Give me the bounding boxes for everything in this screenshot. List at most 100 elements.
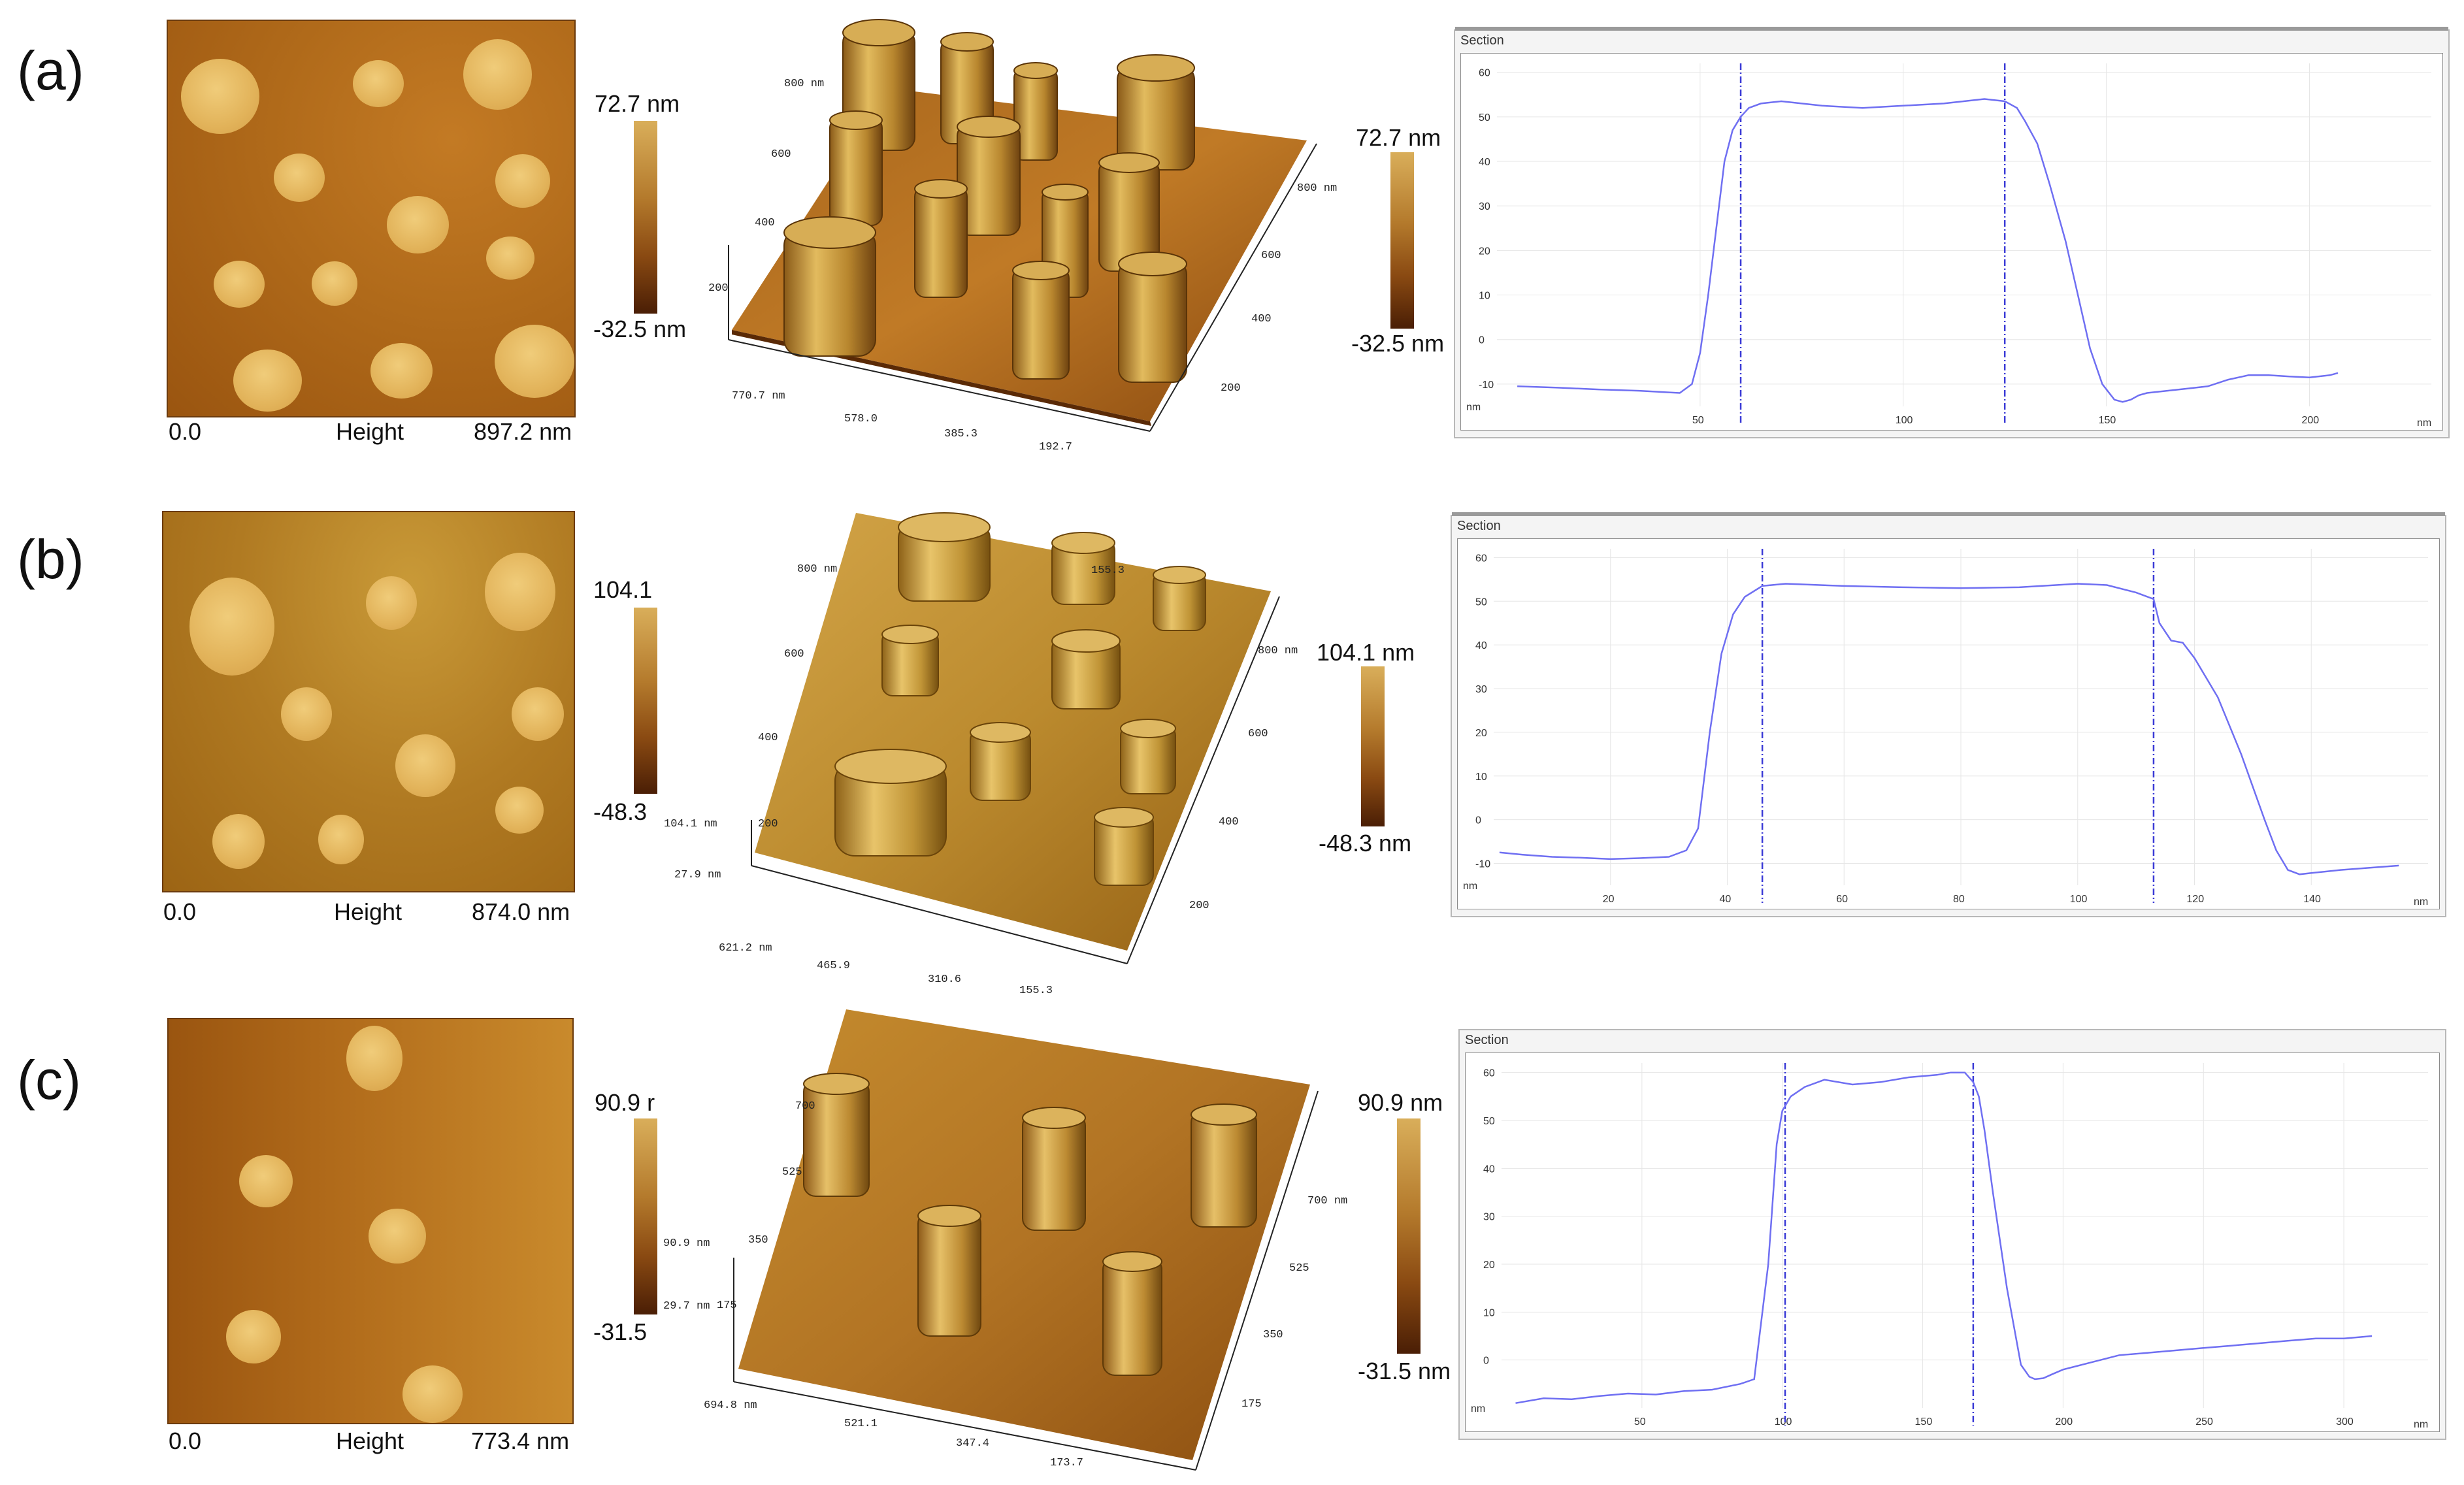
x-tick-label: 150 — [1915, 1416, 1933, 1428]
y-axis-label: nm — [1463, 881, 1477, 892]
x-axis-label: nm — [2417, 417, 2431, 429]
3d-z-tick-c-1: 29.7 nm — [663, 1300, 710, 1313]
y-tick-label: 40 — [1475, 640, 1487, 651]
y-tick-label: -10 — [1475, 859, 1490, 870]
3d-right-tick-c-0: 700 nm — [1307, 1195, 1347, 1207]
colorbar-bottom-label-a: -32.5 nm — [593, 316, 687, 342]
x-tick-label: 100 — [2070, 894, 2088, 905]
3d-y-tick-a-3: 200 — [708, 282, 729, 295]
x-tick-label: 20 — [1603, 894, 1615, 905]
y-tick-label: 50 — [1479, 112, 1490, 123]
3d-x-tick-c-3: 173.7 — [1050, 1457, 1083, 1469]
y-tick-label: 40 — [1483, 1164, 1495, 1175]
x-tick-label: 250 — [2195, 1416, 2213, 1428]
3d-right-tick-c-1: 525 — [1289, 1262, 1309, 1275]
3d-x-tick-b-0: 621.2 nm — [719, 942, 772, 955]
y-tick-label: 50 — [1475, 596, 1487, 608]
x-axis-label: nm — [2414, 896, 2428, 907]
x-tick-label: 40 — [1720, 894, 1732, 905]
3d-right-tick-a-0: 800 nm — [1297, 182, 1337, 195]
afm-mode-label-b: Height — [334, 898, 402, 925]
colorbar-right-top-label-a: 72.7 nm — [1356, 124, 1441, 151]
colorbar-right-bottom-label-a: -32.5 nm — [1351, 330, 1445, 357]
afm-3d-view-b: 800 nm 600 400 200 104.1 nm 27.9 nm 155.… — [664, 512, 1298, 996]
y-tick-label: 10 — [1475, 772, 1487, 783]
afm-origin-label-c: 0.0 — [169, 1428, 202, 1454]
y-tick-label: 30 — [1479, 201, 1490, 212]
3d-right-tick-b-1: 600 — [1248, 728, 1268, 740]
3d-x-tick-a-0: 770.7 nm — [732, 390, 785, 402]
section-title-c: Section — [1465, 1033, 1509, 1047]
panel-label-a: (a) — [17, 40, 84, 101]
x-tick-label: 100 — [1896, 415, 1913, 426]
y-tick-label: 0 — [1483, 1356, 1489, 1367]
y-axis-label: nm — [1466, 402, 1481, 413]
x-tick-label: 50 — [1692, 415, 1704, 426]
3d-x-tick-b-2: 310.6 — [928, 973, 961, 986]
x-tick-label: 80 — [1953, 894, 1965, 905]
3d-right-tick-a-1: 600 — [1261, 250, 1281, 262]
3d-right-tick-b-2: 400 — [1219, 816, 1239, 828]
x-tick-label: 100 — [1775, 1416, 1792, 1428]
section-panel-c: Section 60 50 40 30 20 10 0 50 100 150 200 250 300 nm… — [1458, 1029, 2446, 1440]
panel-label-b: (b) — [17, 529, 84, 590]
3d-z-tick-b-0: 104.1 nm — [664, 818, 717, 830]
y-tick-label: 30 — [1483, 1212, 1495, 1223]
profile-line — [1499, 583, 2399, 875]
y-tick-label: 60 — [1475, 553, 1487, 564]
colorbar-right-b — [1361, 666, 1385, 826]
section-panel-b: Section 60 50 40 30 20 10 0 -10 20 40 60 80 100 120 14… — [1451, 512, 2446, 917]
3d-y-tick-b-2: 400 — [758, 732, 778, 744]
x-tick-label: 140 — [2303, 894, 2321, 905]
colorbar-b — [634, 608, 657, 794]
afm-height-image-b — [162, 511, 575, 892]
afm-3d-view-a: 800 nm 600 400 200 770.7 nm 578.0 385.3 … — [708, 19, 1337, 453]
3d-z-tick-c-0: 90.9 nm — [663, 1237, 710, 1250]
y-tick-label: -10 — [1479, 380, 1494, 391]
afm-scan-size-a: 897.2 nm — [474, 418, 572, 445]
afm-origin-label-b: 0.0 — [163, 898, 197, 925]
section-title-a: Section — [1460, 33, 1504, 48]
3d-right-tick-c-3: 175 — [1241, 1398, 1262, 1411]
x-tick-label: 60 — [1836, 894, 1848, 905]
3d-right-tick-b-0: 800 nm — [1258, 645, 1298, 657]
3d-right-tick-c-2: 350 — [1263, 1329, 1283, 1341]
3d-x-tick-a-1: 578.0 — [844, 413, 878, 425]
afm-height-image-a — [167, 20, 576, 417]
afm-scan-size-b: 874.0 nm — [472, 898, 570, 925]
y-tick-label: 10 — [1479, 291, 1490, 302]
afm-mode-label-c: Height — [336, 1428, 404, 1454]
y-tick-label: 20 — [1483, 1260, 1495, 1271]
colorbar-right-bottom-label-c: -31.5 nm — [1358, 1358, 1451, 1384]
3d-y-tick-c-0: 700 — [795, 1100, 815, 1113]
y-tick-label: 20 — [1479, 246, 1490, 257]
colorbar-bottom-label-b: -48.3 — [593, 798, 648, 825]
y-tick-label: 40 — [1479, 157, 1490, 168]
x-axis-label: nm — [2414, 1419, 2428, 1430]
y-tick-label: 20 — [1475, 728, 1487, 739]
3d-x-tick-a-3: 192.7 — [1039, 441, 1072, 453]
section-title-b: Section — [1457, 519, 1501, 533]
afm-origin-label-a: 0.0 — [169, 418, 202, 445]
afm-height-image-c — [167, 1018, 574, 1424]
panel-label-c: (c) — [17, 1049, 81, 1111]
colorbar-a — [634, 121, 657, 314]
section-panel-a: Section 60 50 40 30 20 10 0 -10 50 100 150 200 nm nm — [1454, 27, 2450, 438]
colorbar-right-a — [1390, 152, 1414, 329]
3d-x-tick-c-2: 347.4 — [956, 1437, 989, 1450]
colorbar-right-c — [1397, 1118, 1421, 1354]
3d-x-tick-c-0: 694.8 nm — [704, 1399, 757, 1412]
x-tick-label: 200 — [2055, 1416, 2073, 1428]
3d-y-tick-c-2: 350 — [748, 1234, 768, 1247]
y-tick-label: 30 — [1475, 684, 1487, 695]
afm-mode-label-a: Height — [336, 418, 404, 445]
profile-line — [1517, 98, 2339, 403]
x-tick-label: 120 — [2187, 894, 2205, 905]
x-tick-label: 300 — [2336, 1416, 2354, 1428]
3d-x-tick-b-1: 465.9 — [817, 960, 850, 972]
3d-x-tick-c-1: 521.1 — [844, 1418, 878, 1430]
y-tick-label: 0 — [1479, 335, 1485, 346]
